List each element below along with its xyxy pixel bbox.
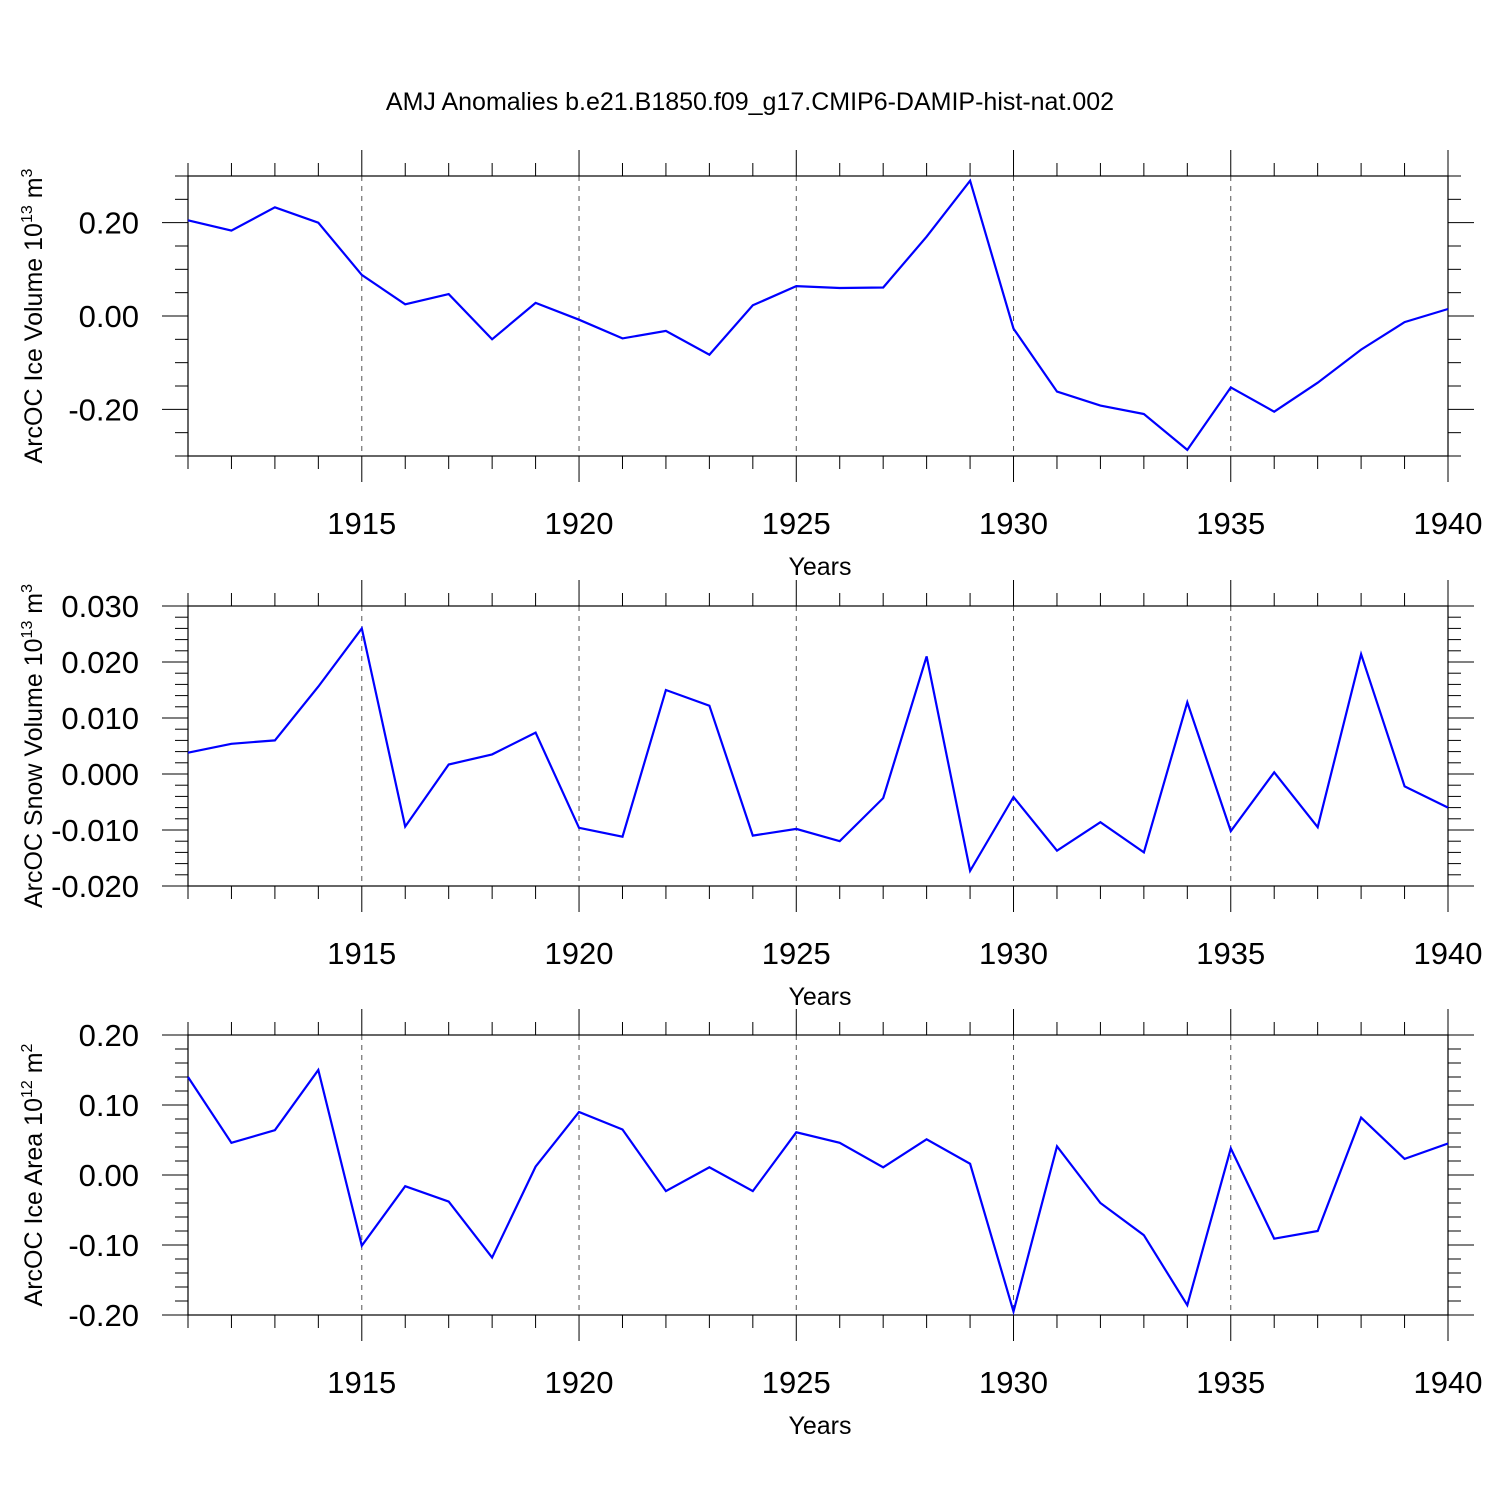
x-tick-label: 1930	[979, 936, 1048, 971]
x-axis-label: Years	[788, 1412, 851, 1440]
y-tick-label: 0.20	[79, 1018, 139, 1053]
y-axis-label: ArcOC Ice Area 1012 m2	[19, 1043, 48, 1306]
y-tick-label: -0.20	[68, 392, 139, 427]
y-tick-label: -0.010	[51, 813, 139, 848]
panels: 1915 1920 1925 1930 1935 1940 -0.20 0.00 0.20 Yea…	[19, 150, 1482, 1440]
x-axis-label: Years	[788, 983, 851, 1011]
panel-2: 1915 1920 1925 1930 1935 1940 -0.020 -0.010 0.00…	[19, 580, 1482, 1011]
y-tick-label: 0.000	[61, 757, 139, 792]
y-axis-label-unit-exponent: 3	[19, 168, 36, 177]
y-tick-label: 0.020	[61, 645, 139, 680]
panel-3: 1915 1920 1925 1930 1935 1940 -0.20 -0.10 0.00 0.…	[19, 1009, 1482, 1440]
y-axis-label-text: ArcOC Ice Volume 10	[20, 223, 48, 463]
plot-frame	[187, 1034, 1449, 1316]
x-tick-label: 1915	[327, 936, 396, 971]
y-axis-label-text: ArcOC Snow Volume 10	[20, 638, 48, 908]
y-axis-label-exponent: 13	[19, 621, 36, 639]
y-axis-label-unit: m	[20, 177, 48, 205]
x-tick-label: 1935	[1196, 506, 1265, 541]
x-tick-label: 1940	[1414, 936, 1483, 971]
y-tick-label: 0.00	[79, 1158, 139, 1193]
y-tick-label: 0.010	[61, 701, 139, 736]
panel-1: 1915 1920 1925 1930 1935 1940 -0.20 0.00 0.20 Yea…	[19, 150, 1482, 581]
figure-title: AMJ Anomalies b.e21.B1850.f09_g17.CMIP6-…	[386, 88, 1114, 116]
y-tick-label: 0.10	[79, 1088, 139, 1123]
y-axis-label: ArcOC Ice Volume 1013 m3	[19, 168, 48, 463]
x-tick-label: 1920	[545, 936, 614, 971]
y-axis-label-unit-exponent: 3	[19, 584, 36, 593]
y-tick-label: -0.020	[51, 869, 139, 904]
x-tick-label: 1940	[1414, 1365, 1483, 1400]
y-axis-label: ArcOC Snow Volume 1013 m3	[19, 584, 48, 908]
plot-frame	[187, 605, 1449, 887]
x-tick-label: 1920	[545, 506, 614, 541]
x-tick-label: 1915	[327, 506, 396, 541]
y-axis-label-exponent: 12	[19, 1080, 36, 1098]
y-tick-label: 0.20	[79, 206, 139, 241]
x-tick-label: 1940	[1414, 506, 1483, 541]
x-tick-label: 1925	[762, 506, 831, 541]
x-tick-label: 1920	[545, 1365, 614, 1400]
series-line	[187, 625, 1449, 874]
y-tick-label: -0.20	[68, 1298, 139, 1333]
y-axis-label-unit: m	[20, 593, 48, 621]
x-tick-label: 1930	[979, 506, 1048, 541]
y-axis-label-exponent: 13	[19, 205, 36, 223]
x-tick-label: 1925	[762, 1365, 831, 1400]
x-tick-label: 1935	[1196, 936, 1265, 971]
x-axis-label: Years	[788, 553, 851, 581]
x-tick-label: 1935	[1196, 1365, 1265, 1400]
series-line	[187, 178, 1449, 452]
y-axis-label-unit: m	[20, 1052, 48, 1080]
plot-frame	[187, 175, 1449, 457]
x-tick-label: 1925	[762, 936, 831, 971]
x-tick-label: 1930	[979, 1365, 1048, 1400]
y-axis-label-unit-exponent: 2	[19, 1043, 36, 1052]
y-tick-label: 0.030	[61, 589, 139, 624]
y-axis-label-text: ArcOC Ice Area 10	[20, 1098, 48, 1306]
x-tick-label: 1915	[327, 1365, 396, 1400]
series-line	[187, 1067, 1449, 1316]
y-tick-label: 0.00	[79, 299, 139, 334]
y-tick-label: -0.10	[68, 1228, 139, 1263]
